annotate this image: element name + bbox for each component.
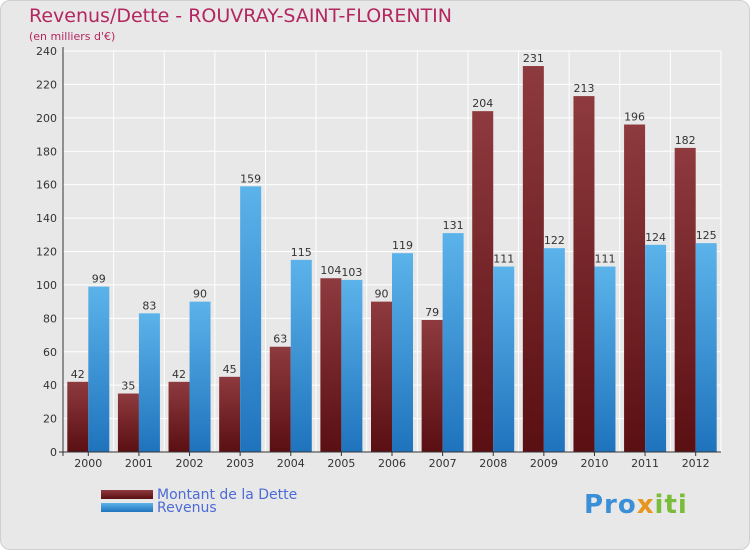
debt-bar (371, 301, 392, 452)
revenue-bar (493, 266, 515, 452)
debt-value-label: 182 (675, 134, 696, 147)
chart-title: Revenus/Dette - ROUVRAY-SAINT-FLORENTIN (29, 5, 453, 27)
debt-bar (67, 381, 89, 452)
logo-part-2: x (636, 490, 655, 520)
revenue-bar (392, 253, 413, 452)
x-tick-label: 2007 (429, 457, 457, 470)
y-tick-label: 100 (36, 279, 57, 292)
debt-value-label: 63 (273, 333, 287, 346)
y-tick-label: 80 (43, 312, 57, 325)
revenue-value-label: 103 (341, 266, 362, 279)
debt-value-label: 196 (624, 111, 645, 124)
debt-value-label: 79 (425, 306, 439, 319)
revenue-bar (290, 259, 312, 452)
revenue-bar (645, 244, 667, 452)
x-tick-label: 2008 (479, 457, 507, 470)
debt-bar (522, 66, 544, 452)
debt-bar (219, 376, 241, 452)
x-tick-label: 2002 (176, 457, 204, 470)
logo-part-1: Pro (584, 490, 637, 520)
revenue-value-label: 159 (240, 172, 261, 185)
x-tick-label: 2000 (74, 457, 102, 470)
revenue-value-label: 90 (193, 288, 207, 301)
debt-bar (168, 381, 190, 452)
debt-bar (624, 124, 646, 453)
revenue-bar (138, 313, 160, 452)
revenue-value-label: 124 (645, 231, 666, 244)
debt-value-label: 42 (71, 368, 85, 381)
x-tick-label: 2010 (580, 457, 608, 470)
y-tick-label: 120 (36, 246, 57, 259)
debt-value-label: 90 (375, 288, 389, 301)
revenue-bar (695, 243, 717, 452)
debt-value-label: 45 (223, 363, 237, 376)
revenue-bar (341, 279, 363, 452)
legend-swatch-revenue (101, 503, 153, 512)
revenue-bar (442, 233, 464, 452)
debt-value-label: 231 (523, 52, 544, 65)
revenue-value-label: 111 (594, 253, 615, 266)
debt-bar (472, 111, 494, 453)
proxiti-logo: Proxiti (584, 490, 688, 520)
x-tick-label: 2005 (327, 457, 355, 470)
y-tick-label: 40 (43, 379, 57, 392)
debt-value-label: 35 (121, 380, 135, 393)
revenue-bar (88, 286, 110, 452)
revenue-value-label: 119 (392, 239, 413, 252)
y-tick-label: 0 (50, 446, 57, 459)
revenue-bar (543, 248, 565, 452)
y-tick-label: 240 (36, 45, 57, 58)
debt-bar (320, 278, 342, 452)
debt-bar (421, 320, 443, 452)
legend-label-revenue: Revenus (157, 500, 217, 516)
x-tick-label: 2012 (682, 457, 710, 470)
debt-bar (674, 147, 696, 453)
revenue-bar (189, 301, 211, 452)
x-tick-label: 2004 (277, 457, 305, 470)
debt-value-label: 104 (320, 264, 341, 277)
debt-value-label: 42 (172, 368, 186, 381)
revenue-value-label: 122 (544, 234, 565, 247)
debt-bar (269, 346, 291, 452)
y-tick-label: 160 (36, 179, 57, 192)
y-tick-label: 180 (36, 145, 57, 158)
chart-subtitle: (en milliers d'€) (29, 30, 116, 43)
revenue-value-label: 99 (92, 273, 106, 286)
debt-value-label: 213 (573, 82, 594, 95)
revenue-bar (240, 186, 262, 452)
legend-label-debt: Montant de la Dette (157, 487, 298, 503)
debt-bar (117, 393, 139, 452)
logo-part-3: iti (654, 490, 688, 520)
y-tick-label: 20 (43, 413, 57, 426)
debt-value-label: 204 (472, 97, 493, 110)
x-tick-label: 2006 (378, 457, 406, 470)
legend-swatch-debt (101, 490, 153, 499)
y-tick-label: 60 (43, 346, 57, 359)
y-tick-label: 200 (36, 112, 57, 125)
revenue-value-label: 115 (291, 246, 312, 259)
y-tick-label: 220 (36, 78, 57, 91)
x-tick-label: 2001 (125, 457, 153, 470)
y-tick-label: 140 (36, 212, 57, 225)
x-tick-label: 2003 (226, 457, 254, 470)
revenue-value-label: 111 (493, 253, 514, 266)
debt-bar (573, 96, 595, 453)
x-tick-label: 2011 (631, 457, 659, 470)
revenue-value-label: 131 (443, 219, 464, 232)
revenue-value-label: 83 (142, 299, 156, 312)
revenue-bar (594, 266, 616, 452)
x-tick-label: 2009 (530, 457, 558, 470)
revenue-value-label: 125 (696, 229, 717, 242)
